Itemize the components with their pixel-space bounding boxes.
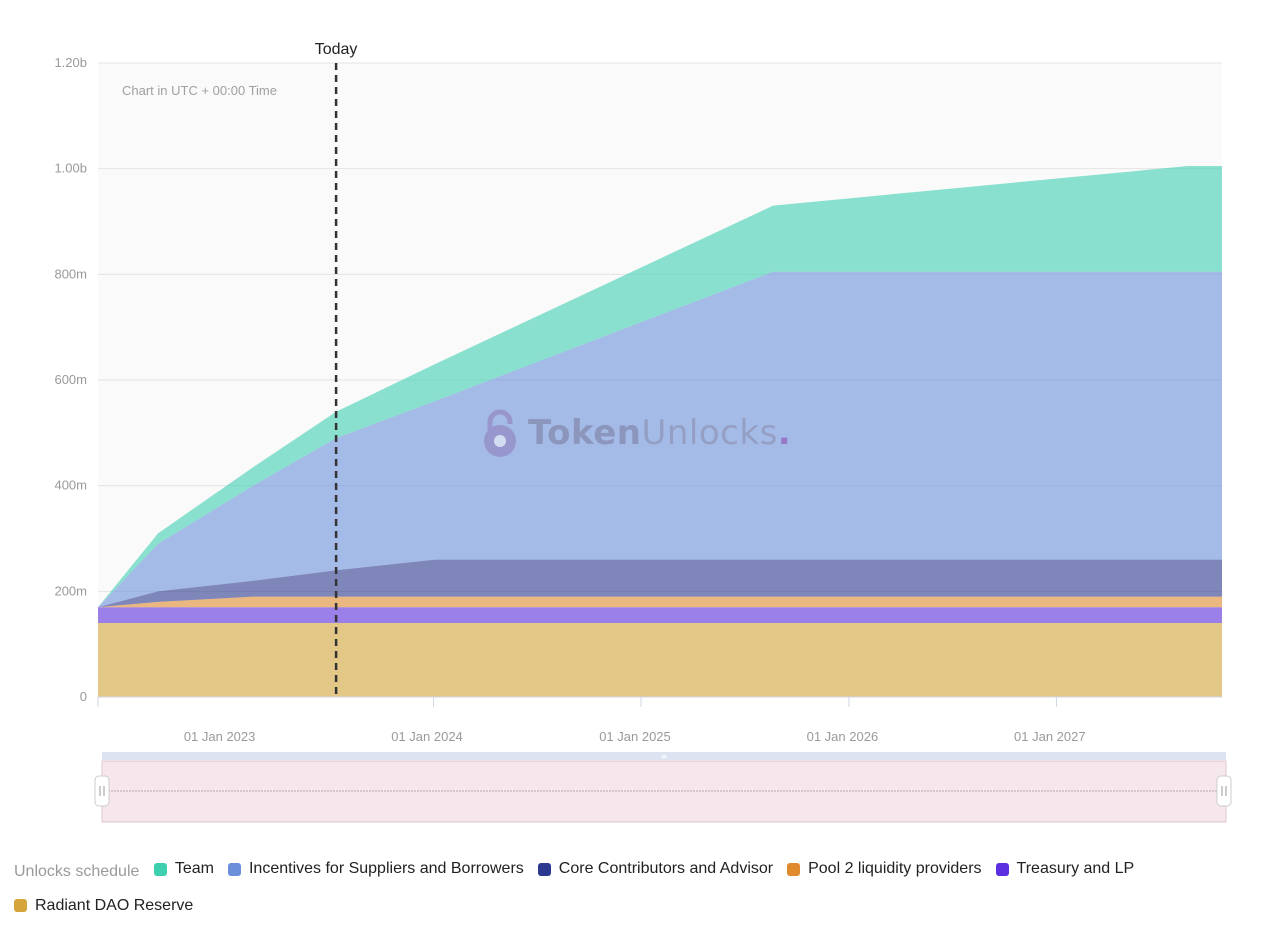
- x-tick-label: 01 Jan 2026: [807, 729, 879, 744]
- legend-item-core-contributors-and-advisor[interactable]: Core Contributors and Advisor: [537, 852, 774, 886]
- legend-label: Radiant DAO Reserve: [35, 896, 194, 914]
- navigator-grip-icon[interactable]: ≡: [661, 752, 668, 761]
- area-core-contributors-and-advisor[interactable]: [98, 559, 1222, 608]
- legend-label: Treasury and LP: [1016, 860, 1135, 877]
- legend-swatch: [537, 862, 551, 876]
- legend-swatch: [995, 862, 1009, 876]
- y-tick-label: 0: [80, 689, 87, 704]
- chart-timezone-note: Chart in UTC + 00:00 Time: [122, 83, 277, 98]
- y-tick-label: 800m: [54, 266, 87, 281]
- legend-label: Core Contributors and Advisor: [558, 860, 774, 877]
- legend-item-pool-2-liquidity-providers[interactable]: Pool 2 liquidity providers: [787, 852, 982, 886]
- x-tick-label: 01 Jan 2027: [1014, 729, 1086, 744]
- legend-swatch: [153, 862, 167, 876]
- area-incentives-for-suppliers-and-borrowers[interactable]: [98, 271, 1222, 608]
- legend-item-team[interactable]: Team: [153, 852, 214, 886]
- legend-item-radiant-dao-reserve[interactable]: Radiant DAO Reserve: [14, 889, 193, 923]
- legend-swatch: [14, 899, 27, 912]
- x-tick-label: 01 Jan 2023: [184, 729, 256, 744]
- lock-icon: [484, 409, 516, 457]
- legend-swatch: [787, 862, 801, 876]
- area-treasury-and-lp[interactable]: [98, 607, 1222, 623]
- legend-swatch: [227, 862, 241, 876]
- y-tick-label: 1.20b: [54, 55, 87, 70]
- watermark-word-token: Token: [528, 413, 642, 453]
- stacked-areas: [98, 166, 1222, 697]
- area-pool-2-liquidity-providers[interactable]: [98, 596, 1222, 608]
- area-radiant-dao-reserve[interactable]: [98, 623, 1222, 697]
- navigator-top-bar[interactable]: [102, 752, 1226, 760]
- legend-label: Team: [174, 860, 214, 877]
- navigator-right-handle[interactable]: [1216, 775, 1232, 807]
- legend-label: Pool 2 liquidity providers: [808, 860, 982, 877]
- y-tick-label: 600m: [54, 372, 87, 387]
- y-tick-label: 1.00b: [54, 161, 87, 176]
- range-navigator[interactable]: ≡: [94, 752, 1232, 823]
- x-tick-label: 01 Jan 2025: [599, 729, 671, 744]
- y-axis-ticks: 0 200m 400m 600m 800m 1.00b 1.20b: [54, 55, 87, 704]
- y-tick-label: 200m: [54, 583, 87, 598]
- today-label: Today: [315, 41, 358, 58]
- chart-legend: Unlocks schedule Team Incentives for Supp…: [14, 852, 1264, 925]
- navigator-left-handle[interactable]: [94, 775, 110, 807]
- area-team[interactable]: [98, 166, 1222, 608]
- x-axis-ticks: 01 Jan 2023 01 Jan 2024 01 Jan 2025 01 Jan …: [97, 696, 1222, 744]
- legend-title: Unlocks schedule: [14, 862, 140, 880]
- legend-label: Incentives for Suppliers and Borrowers: [248, 860, 524, 877]
- watermark-dot: .: [777, 413, 792, 453]
- tokenunlocks-watermark: Token Unlocks.: [480, 408, 791, 458]
- y-tick-label: 400m: [54, 478, 87, 493]
- legend-item-incentives-for-suppliers-and-borrowers[interactable]: Incentives for Suppliers and Borrowers: [227, 852, 524, 886]
- x-tick-label: 01 Jan 2024: [391, 729, 463, 744]
- watermark-word-unlocks: Unlocks: [641, 413, 778, 453]
- legend-item-treasury-and-lp[interactable]: Treasury and LP: [995, 852, 1135, 886]
